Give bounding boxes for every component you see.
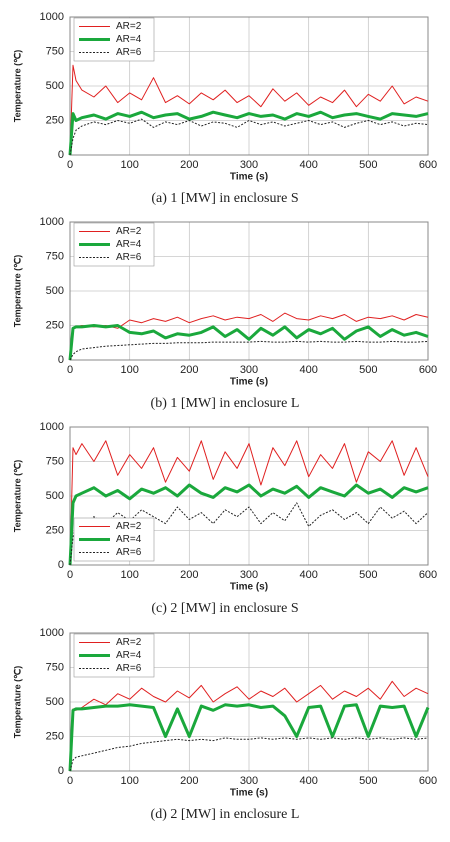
y-tick-label: 0 — [58, 149, 64, 161]
y-tick-label: 750 — [46, 250, 64, 262]
y-tick-label: 1000 — [40, 421, 64, 433]
y-tick-label: 500 — [46, 285, 64, 297]
series-line — [69, 737, 429, 772]
y-axis-label: Temperature (℃) — [12, 255, 22, 327]
series-line — [68, 324, 429, 361]
legend-label: AR=4 — [116, 650, 142, 661]
legend-label: AR=6 — [116, 663, 142, 674]
legend-label: AR=4 — [116, 534, 142, 545]
legend-label: AR=2 — [116, 226, 142, 237]
legend-label: AR=4 — [116, 34, 142, 45]
x-tick-label: 300 — [240, 364, 258, 376]
x-tick-label: 500 — [359, 775, 377, 787]
y-tick-label: 1000 — [40, 11, 64, 23]
x-tick-label: 600 — [419, 569, 437, 581]
y-tick-label: 250 — [46, 319, 64, 331]
legend-label: AR=2 — [116, 637, 142, 648]
x-tick-label: 300 — [240, 569, 258, 581]
x-tick-label: 400 — [299, 159, 317, 171]
y-axis-label: Temperature (℃) — [12, 460, 22, 532]
plot-frame — [69, 632, 429, 772]
x-tick-label: 600 — [419, 775, 437, 787]
panel: 0 250 500 750 1000 0 100 200 300 400 500 600 Time (s… — [12, 421, 437, 616]
x-tick-label: 600 — [419, 159, 437, 171]
y-tick-label: 500 — [46, 80, 64, 92]
y-axis-label: Temperature (℃) — [12, 666, 22, 738]
y-tick-label: 0 — [58, 559, 64, 571]
x-tick-label: 500 — [359, 569, 377, 581]
y-tick-label: 500 — [46, 696, 64, 708]
x-tick-label: 0 — [67, 569, 73, 581]
series-line — [69, 440, 429, 566]
y-axis-label: Temperature (℃) — [12, 50, 22, 122]
x-tick-label: 400 — [299, 775, 317, 787]
caption: (a) 1 [MW] in enclosure S — [151, 191, 298, 206]
x-axis-label: Time (s) — [230, 582, 268, 593]
series-line — [69, 64, 429, 156]
x-axis-label: Time (s) — [230, 172, 268, 183]
y-tick-label: 250 — [46, 114, 64, 126]
y-tick-label: 750 — [46, 455, 64, 467]
x-tick-label: 100 — [120, 569, 138, 581]
panel: 0 250 500 750 1000 0 100 200 300 400 500 600 Time (s… — [12, 11, 437, 206]
y-tick-label: 0 — [58, 354, 64, 366]
x-tick-label: 200 — [180, 775, 198, 787]
x-tick-label: 0 — [67, 364, 73, 376]
legend-label: AR=6 — [116, 547, 142, 558]
legend-label: AR=2 — [116, 21, 142, 32]
y-tick-label: 500 — [46, 490, 64, 502]
x-tick-label: 200 — [180, 569, 198, 581]
caption: (d) 2 [MW] in enclosure L — [151, 807, 300, 822]
y-tick-label: 1000 — [40, 627, 64, 639]
legend-label: AR=6 — [116, 252, 142, 263]
x-tick-label: 500 — [359, 159, 377, 171]
panel: 0 250 500 750 1000 0 100 200 300 400 500 600 Time (s… — [12, 216, 437, 411]
x-tick-label: 400 — [299, 364, 317, 376]
series-line — [69, 502, 429, 566]
x-tick-label: 500 — [359, 364, 377, 376]
x-tick-label: 200 — [180, 159, 198, 171]
series-line — [68, 483, 429, 566]
y-tick-label: 250 — [46, 524, 64, 536]
x-tick-label: 400 — [299, 569, 317, 581]
legend-label: AR=4 — [116, 239, 142, 250]
series-line — [69, 118, 429, 156]
x-tick-label: 100 — [120, 364, 138, 376]
caption: (c) 2 [MW] in enclosure S — [151, 601, 298, 616]
caption: (b) 1 [MW] in enclosure L — [151, 396, 300, 411]
y-tick-label: 0 — [58, 765, 64, 777]
series-line — [68, 110, 429, 156]
x-axis-label: Time (s) — [230, 788, 268, 799]
y-tick-label: 750 — [46, 661, 64, 673]
x-axis-label: Time (s) — [230, 377, 268, 388]
plot-frame — [69, 221, 429, 361]
legend-label: AR=2 — [116, 521, 142, 532]
x-tick-label: 300 — [240, 775, 258, 787]
x-tick-label: 0 — [67, 775, 73, 787]
series-line — [69, 340, 429, 361]
y-tick-label: 1000 — [40, 216, 64, 228]
plot-frame — [69, 16, 429, 156]
plot-frame — [69, 426, 429, 566]
panel: 0 250 500 750 1000 0 100 200 300 400 500 600 Time (s… — [12, 627, 437, 822]
y-tick-label: 250 — [46, 730, 64, 742]
x-tick-label: 300 — [240, 159, 258, 171]
series-line — [68, 703, 430, 772]
legend-label: AR=6 — [116, 47, 142, 58]
x-tick-label: 100 — [120, 159, 138, 171]
x-tick-label: 100 — [120, 775, 138, 787]
y-tick-label: 750 — [46, 45, 64, 57]
x-tick-label: 200 — [180, 364, 198, 376]
x-tick-label: 600 — [419, 364, 437, 376]
series-line — [69, 680, 429, 772]
x-tick-label: 0 — [67, 159, 73, 171]
